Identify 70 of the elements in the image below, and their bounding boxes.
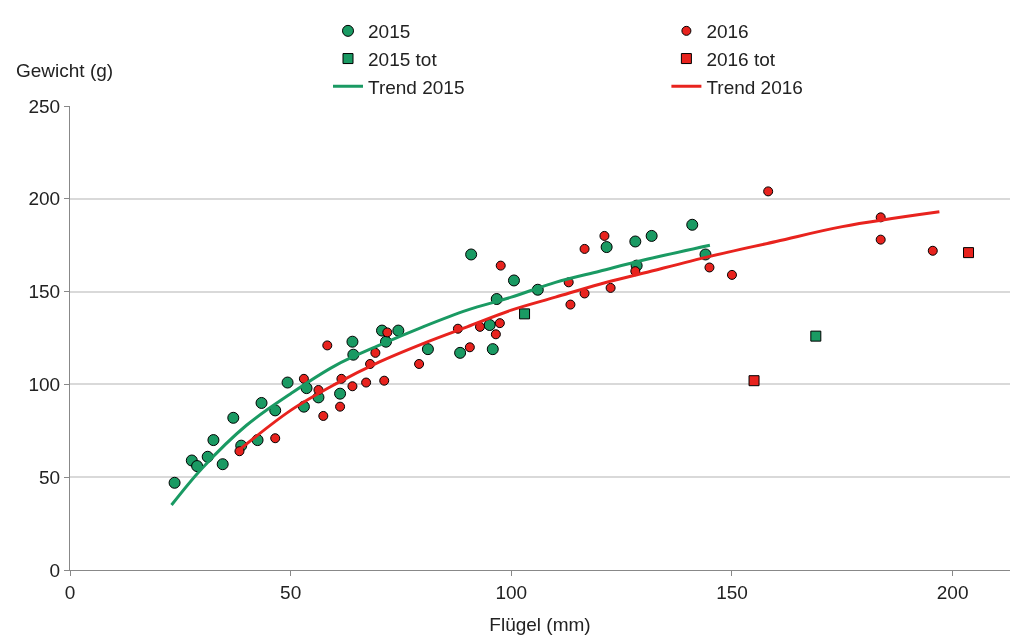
point: [207, 434, 220, 447]
point: [519, 308, 531, 320]
y-axis-title: Gewicht (g): [16, 60, 114, 81]
point: [605, 282, 616, 293]
x-tick-label: 150: [716, 581, 748, 603]
point: [392, 324, 405, 337]
point: [191, 460, 204, 473]
point: [414, 358, 425, 369]
point: [361, 377, 372, 388]
point: [629, 235, 642, 248]
point: [465, 248, 478, 261]
point: [216, 458, 229, 471]
point: [270, 433, 281, 444]
point: [334, 387, 347, 400]
point: [464, 342, 475, 353]
point: [963, 247, 975, 259]
point: [763, 186, 774, 197]
point: [507, 274, 520, 287]
legend-label: Trend 2016: [706, 76, 803, 98]
point: [486, 343, 499, 356]
x-tick-label: 50: [280, 581, 302, 603]
point: [927, 245, 938, 256]
line-series: [170, 243, 712, 507]
point: [281, 376, 294, 389]
point: [379, 375, 390, 386]
point: [322, 340, 333, 351]
point: [421, 343, 434, 356]
point: [810, 330, 822, 342]
y-tick-label: 0: [49, 559, 61, 581]
x-axis-title: Flügel (mm): [489, 613, 591, 635]
legend-label: 2015 tot: [368, 48, 438, 70]
point: [600, 241, 613, 254]
point: [346, 335, 359, 348]
legend-label: 2016 tot: [706, 48, 776, 70]
point: [318, 410, 329, 421]
x-tick-label: 100: [495, 581, 528, 603]
point: [335, 401, 346, 412]
y-tick-label: 200: [28, 188, 61, 210]
point: [483, 319, 496, 332]
y-tick-label: 250: [28, 95, 61, 117]
point: [495, 260, 506, 271]
y-tick-label: 100: [28, 374, 61, 396]
legend-label: Trend 2015: [368, 76, 465, 98]
point: [227, 411, 240, 424]
legend-label: 2015: [368, 21, 411, 43]
point: [579, 243, 590, 254]
point: [726, 269, 737, 280]
point: [704, 262, 715, 273]
point: [298, 373, 309, 384]
point: [382, 327, 393, 338]
x-tick-label: 200: [936, 581, 969, 603]
point: [168, 476, 181, 489]
legend-label: 2016: [706, 21, 749, 43]
point: [494, 318, 505, 329]
point: [454, 346, 467, 359]
y-tick-label: 150: [28, 281, 61, 303]
point: [875, 234, 886, 245]
point: [579, 288, 590, 299]
x-tick-label: 0: [64, 581, 76, 603]
point: [748, 375, 760, 387]
point: [686, 218, 699, 231]
point: [645, 229, 658, 242]
point: [599, 230, 610, 241]
point: [565, 299, 576, 310]
point: [490, 329, 501, 340]
point: [474, 321, 485, 332]
point: [347, 381, 358, 392]
y-tick-label: 50: [39, 466, 61, 488]
point: [255, 396, 268, 409]
point: [370, 347, 381, 358]
